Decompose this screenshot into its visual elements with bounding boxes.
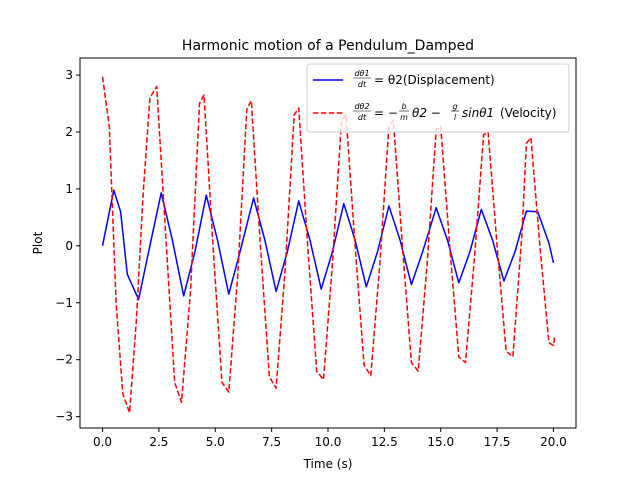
legend-2-mid: θ2 − bbox=[412, 106, 441, 120]
x-tick-label: 0.0 bbox=[93, 435, 112, 449]
legend-label-velocity: dθ2 dt = − b m θ2 − g l sinθ1 (Velocity) bbox=[353, 102, 556, 122]
x-tick-label: 5.0 bbox=[206, 435, 225, 449]
x-tick-label: 7.5 bbox=[262, 435, 281, 449]
chart-title: Harmonic motion of a Pendulum_Damped bbox=[182, 38, 474, 54]
y-tick-label: −1 bbox=[55, 296, 73, 310]
x-tick-label: 10.0 bbox=[315, 435, 342, 449]
legend-2-frac-den: dt bbox=[358, 113, 367, 122]
legend-1-rest: = θ2(Displacement) bbox=[374, 73, 495, 87]
legend-2-b-den: m bbox=[400, 113, 408, 122]
x-tick-label: 15.0 bbox=[427, 435, 454, 449]
legend-2-frac-num: dθ2 bbox=[354, 102, 369, 111]
y-tick-label: 3 bbox=[65, 68, 73, 82]
y-tick-label: 0 bbox=[65, 239, 73, 253]
x-tick-label: 12.5 bbox=[371, 435, 398, 449]
y-axis-title: Plot bbox=[31, 231, 45, 254]
x-tick-label: 2.5 bbox=[149, 435, 168, 449]
legend-1-frac-num: dθ1 bbox=[354, 69, 369, 78]
x-axis-title: Time (s) bbox=[303, 457, 353, 471]
y-tick-label: 2 bbox=[65, 125, 73, 139]
legend-box bbox=[306, 63, 570, 133]
x-tick-label: 20.0 bbox=[540, 435, 567, 449]
legend-2-g-den: l bbox=[454, 113, 457, 122]
legend-2-eq: = − bbox=[374, 106, 398, 120]
legend-label-displacement: dθ1 dt = θ2(Displacement) bbox=[353, 69, 495, 89]
legend-2-tail-text: (Velocity) bbox=[500, 106, 556, 120]
legend: dθ1 dt = θ2(Displacement) dθ2 dt = − b m… bbox=[306, 63, 570, 133]
legend-2-tail-math: sinθ1 bbox=[462, 106, 494, 120]
legend-1-frac-den: dt bbox=[358, 80, 367, 89]
x-tick-label: 17.5 bbox=[484, 435, 511, 449]
legend-2-g-num: g bbox=[452, 102, 457, 111]
y-tick-label: −2 bbox=[55, 353, 73, 367]
series-line-displacement bbox=[101, 189, 555, 301]
tick-group: 0.0 2.5 5.0 7.5 10.0 12.5 15.0 17.5 20.0 −3 −2 −1 0 1… bbox=[55, 68, 567, 449]
legend-2-b-num: b bbox=[401, 102, 406, 111]
y-tick-label: 1 bbox=[65, 182, 73, 196]
y-tick-label: −3 bbox=[55, 410, 73, 424]
